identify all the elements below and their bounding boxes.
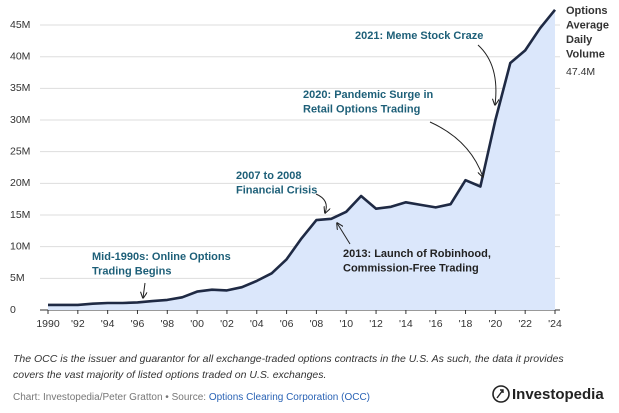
annotation: Commission-Free Trading xyxy=(343,262,479,274)
series-label: Options xyxy=(566,5,608,17)
y-tick-label: 0 xyxy=(10,304,16,316)
series-label: Average xyxy=(566,19,609,31)
y-tick-label: 35M xyxy=(10,82,30,94)
annotation: Financial Crisis xyxy=(236,184,317,196)
x-tick-label: '00 xyxy=(190,318,204,330)
x-tick-label: '96 xyxy=(131,318,145,330)
annotation: 2021: Meme Stock Craze xyxy=(355,30,483,42)
x-tick-label: '02 xyxy=(220,318,234,330)
y-tick-label: 30M xyxy=(10,114,30,126)
plot xyxy=(48,8,557,311)
credit-text: Chart: Investopedia/Peter Gratton • Sour… xyxy=(13,392,209,403)
x-tick-label: '24 xyxy=(548,318,562,330)
x-tick-label: '92 xyxy=(71,318,85,330)
x-tick-label: '98 xyxy=(160,318,174,330)
x-tick-label: '14 xyxy=(399,318,413,330)
x-tick-label: 1990 xyxy=(36,318,60,330)
x-tick-label: '08 xyxy=(310,318,324,330)
x-tick-label: '20 xyxy=(489,318,503,330)
y-tick-label: 10M xyxy=(10,240,30,252)
x-tick-label: '94 xyxy=(101,318,115,330)
y-tick-label: 45M xyxy=(10,19,30,31)
annotation: 2007 to 2008 xyxy=(236,170,301,182)
x-tick-label: '18 xyxy=(459,318,473,330)
y-tick-label: 40M xyxy=(10,50,30,62)
x-tick-label: '12 xyxy=(369,318,383,330)
y-tick-label: 25M xyxy=(10,145,30,157)
x-tick-label: '10 xyxy=(339,318,353,330)
x-tick-label: '04 xyxy=(250,318,264,330)
annotation: Retail Options Trading xyxy=(303,103,420,115)
arrow xyxy=(429,121,483,177)
arrow xyxy=(477,44,496,105)
logo-icon xyxy=(496,389,504,399)
annotation: 2020: Pandemic Surge in xyxy=(303,89,433,101)
series-label: Volume xyxy=(566,48,605,60)
series-label: Daily xyxy=(566,34,593,46)
arrow xyxy=(315,193,326,213)
y-tick-label: 20M xyxy=(10,177,30,189)
credit: Chart: Investopedia/Peter Gratton • Sour… xyxy=(13,392,370,403)
grid: 0 5M 10M 15M 20M 25M 30M 35M 40M 45M 1990 '92 '94 '96… xyxy=(10,19,562,330)
note: The OCC is the issuer and guarantor for … xyxy=(13,353,564,365)
annotation: Trading Begins xyxy=(92,265,171,277)
logo-icon xyxy=(492,385,510,403)
note: covers the vast majority of listed optio… xyxy=(13,369,326,381)
value-label: 47.4M xyxy=(566,66,595,78)
x-tick-label: '06 xyxy=(280,318,294,330)
arrow xyxy=(337,223,351,245)
brand: Investopedia xyxy=(512,386,604,403)
arrow xyxy=(143,282,145,298)
source-link[interactable]: Options Clearing Corporation (OCC) xyxy=(209,392,370,403)
x-tick-label: '22 xyxy=(518,318,532,330)
annotation: 2013: Launch of Robinhood, xyxy=(343,248,491,260)
line xyxy=(48,8,557,307)
area xyxy=(48,9,555,311)
y-tick-label: 15M xyxy=(10,209,30,221)
x-tick-label: '16 xyxy=(429,318,443,330)
y-tick-label: 5M xyxy=(10,272,25,284)
annotation: Mid-1990s: Online Options xyxy=(92,251,231,263)
